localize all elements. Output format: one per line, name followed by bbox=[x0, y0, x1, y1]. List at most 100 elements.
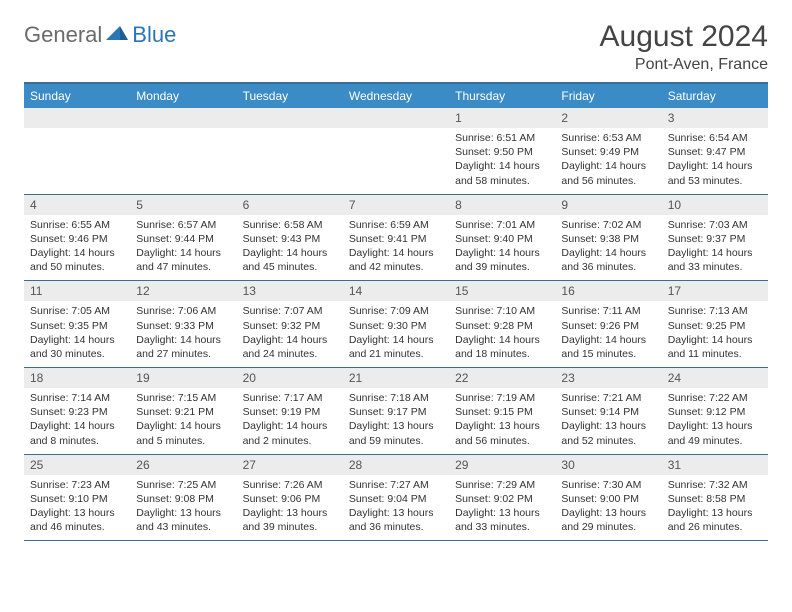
day-number-cell: 23 bbox=[555, 368, 661, 389]
empty-cell bbox=[343, 108, 449, 128]
sunset-text: Sunset: 9:12 PM bbox=[668, 405, 762, 419]
sunrise-text: Sunrise: 6:54 AM bbox=[668, 131, 762, 145]
daylight-text: Daylight: 13 hours and 43 minutes. bbox=[136, 506, 230, 534]
sunrise-text: Sunrise: 7:02 AM bbox=[561, 218, 655, 232]
sunset-text: Sunset: 9:35 PM bbox=[30, 319, 124, 333]
day-info-cell: Sunrise: 7:22 AMSunset: 9:12 PMDaylight:… bbox=[662, 388, 768, 454]
day-number-cell: 8 bbox=[449, 194, 555, 215]
day-info-row: Sunrise: 7:05 AMSunset: 9:35 PM Daylight:… bbox=[24, 301, 768, 367]
day-number-cell: 18 bbox=[24, 368, 130, 389]
sunset-text: Sunset: 9:50 PM bbox=[455, 145, 549, 159]
sunset-text: Sunset: 9:15 PM bbox=[455, 405, 549, 419]
sunset-text: Sunset: 9:10 PM bbox=[30, 492, 124, 506]
day-number-cell: 7 bbox=[343, 194, 449, 215]
day-info-cell: Sunrise: 7:32 AMSunset: 8:58 PMDaylight:… bbox=[662, 475, 768, 541]
sunset-text: Sunset: 8:58 PM bbox=[668, 492, 762, 506]
sunset-text: Sunset: 9:26 PM bbox=[561, 319, 655, 333]
daylight-text: Daylight: 14 hours and 33 minutes. bbox=[668, 246, 762, 274]
sunset-text: Sunset: 9:41 PM bbox=[349, 232, 443, 246]
day-number-cell: 16 bbox=[555, 281, 661, 302]
sunrise-text: Sunrise: 6:51 AM bbox=[455, 131, 549, 145]
day-number-cell: 5 bbox=[130, 194, 236, 215]
daylight-text: Daylight: 13 hours and 46 minutes. bbox=[30, 506, 124, 534]
day-number-cell: 13 bbox=[237, 281, 343, 302]
day-number-cell: 2 bbox=[555, 108, 661, 128]
daylight-text: Daylight: 13 hours and 56 minutes. bbox=[455, 419, 549, 447]
daylight-text: Daylight: 14 hours and 56 minutes. bbox=[561, 159, 655, 187]
day-number-cell: 19 bbox=[130, 368, 236, 389]
calendar-table: SundayMondayTuesdayWednesdayThursdayFrid… bbox=[24, 84, 768, 541]
day-info-cell: Sunrise: 6:59 AMSunset: 9:41 PMDaylight:… bbox=[343, 215, 449, 281]
daylight-text: Daylight: 13 hours and 52 minutes. bbox=[561, 419, 655, 447]
day-info-cell: Sunrise: 7:25 AMSunset: 9:08 PMDaylight:… bbox=[130, 475, 236, 541]
empty-info-cell bbox=[343, 128, 449, 194]
daylight-text: Daylight: 14 hours and 45 minutes. bbox=[243, 246, 337, 274]
sunset-text: Sunset: 9:37 PM bbox=[668, 232, 762, 246]
sunrise-text: Sunrise: 6:55 AM bbox=[30, 218, 124, 232]
daylight-text: Daylight: 14 hours and 18 minutes. bbox=[455, 333, 549, 361]
daylight-text: Daylight: 14 hours and 27 minutes. bbox=[136, 333, 230, 361]
brand-logo: General Blue bbox=[24, 22, 176, 48]
day-info-cell: Sunrise: 6:57 AMSunset: 9:44 PMDaylight:… bbox=[130, 215, 236, 281]
sunset-text: Sunset: 9:49 PM bbox=[561, 145, 655, 159]
day-info-cell: Sunrise: 7:27 AMSunset: 9:04 PMDaylight:… bbox=[343, 475, 449, 541]
empty-cell bbox=[24, 108, 130, 128]
day-info-cell: Sunrise: 7:21 AMSunset: 9:14 PMDaylight:… bbox=[555, 388, 661, 454]
sunset-text: Sunset: 9:30 PM bbox=[349, 319, 443, 333]
day-number-cell: 27 bbox=[237, 454, 343, 475]
sunset-text: Sunset: 9:19 PM bbox=[243, 405, 337, 419]
day-number-cell: 15 bbox=[449, 281, 555, 302]
sunrise-text: Sunrise: 7:11 AM bbox=[561, 304, 655, 318]
sunrise-text: Sunrise: 7:18 AM bbox=[349, 391, 443, 405]
daylight-text: Daylight: 14 hours and 58 minutes. bbox=[455, 159, 549, 187]
day-info-cell: Sunrise: 7:07 AMSunset: 9:32 PMDaylight:… bbox=[237, 301, 343, 367]
sunrise-text: Sunrise: 7:03 AM bbox=[668, 218, 762, 232]
sunrise-text: Sunrise: 6:53 AM bbox=[561, 131, 655, 145]
daylight-text: Daylight: 13 hours and 59 minutes. bbox=[349, 419, 443, 447]
daylight-text: Daylight: 14 hours and 15 minutes. bbox=[561, 333, 655, 361]
sunrise-text: Sunrise: 7:32 AM bbox=[668, 478, 762, 492]
day-number-cell: 4 bbox=[24, 194, 130, 215]
day-number-cell: 25 bbox=[24, 454, 130, 475]
daylight-text: Daylight: 14 hours and 53 minutes. bbox=[668, 159, 762, 187]
day-info-cell: Sunrise: 6:51 AMSunset: 9:50 PMDaylight:… bbox=[449, 128, 555, 194]
sunrise-text: Sunrise: 7:15 AM bbox=[136, 391, 230, 405]
sunset-text: Sunset: 9:43 PM bbox=[243, 232, 337, 246]
day-info-cell: Sunrise: 6:58 AMSunset: 9:43 PMDaylight:… bbox=[237, 215, 343, 281]
daylight-text: Daylight: 14 hours and 24 minutes. bbox=[243, 333, 337, 361]
empty-info-cell bbox=[237, 128, 343, 194]
weekday-header: Saturday bbox=[662, 84, 768, 108]
sunset-text: Sunset: 9:06 PM bbox=[243, 492, 337, 506]
day-number-cell: 9 bbox=[555, 194, 661, 215]
weekday-header: Wednesday bbox=[343, 84, 449, 108]
sunrise-text: Sunrise: 7:30 AM bbox=[561, 478, 655, 492]
sunrise-text: Sunrise: 7:19 AM bbox=[455, 391, 549, 405]
day-info-cell: Sunrise: 7:17 AMSunset: 9:19 PMDaylight:… bbox=[237, 388, 343, 454]
brand-text-blue: Blue bbox=[132, 22, 176, 48]
weekday-header: Friday bbox=[555, 84, 661, 108]
empty-cell bbox=[130, 108, 236, 128]
month-title: August 2024 bbox=[600, 22, 768, 52]
sunrise-text: Sunrise: 6:58 AM bbox=[243, 218, 337, 232]
daylight-text: Daylight: 13 hours and 36 minutes. bbox=[349, 506, 443, 534]
day-number-row: 25262728293031 bbox=[24, 454, 768, 475]
sunset-text: Sunset: 9:14 PM bbox=[561, 405, 655, 419]
daylight-text: Daylight: 13 hours and 26 minutes. bbox=[668, 506, 762, 534]
daylight-text: Daylight: 14 hours and 39 minutes. bbox=[455, 246, 549, 274]
daylight-text: Daylight: 13 hours and 39 minutes. bbox=[243, 506, 337, 534]
day-info-cell: Sunrise: 7:13 AMSunset: 9:25 PMDaylight:… bbox=[662, 301, 768, 367]
daylight-text: Daylight: 13 hours and 49 minutes. bbox=[668, 419, 762, 447]
daylight-text: Daylight: 14 hours and 50 minutes. bbox=[30, 246, 124, 274]
day-number-row: 11121314151617 bbox=[24, 281, 768, 302]
sunset-text: Sunset: 9:46 PM bbox=[30, 232, 124, 246]
sunrise-text: Sunrise: 7:05 AM bbox=[30, 304, 124, 318]
daylight-text: Daylight: 14 hours and 42 minutes. bbox=[349, 246, 443, 274]
day-info-cell: Sunrise: 7:30 AMSunset: 9:00 PMDaylight:… bbox=[555, 475, 661, 541]
location: Pont-Aven, France bbox=[600, 56, 768, 74]
day-number-cell: 21 bbox=[343, 368, 449, 389]
day-info-cell: Sunrise: 6:55 AMSunset: 9:46 PMDaylight:… bbox=[24, 215, 130, 281]
day-info-cell: Sunrise: 7:26 AMSunset: 9:06 PMDaylight:… bbox=[237, 475, 343, 541]
day-number-cell: 30 bbox=[555, 454, 661, 475]
sunrise-text: Sunrise: 7:27 AM bbox=[349, 478, 443, 492]
day-number-cell: 1 bbox=[449, 108, 555, 128]
